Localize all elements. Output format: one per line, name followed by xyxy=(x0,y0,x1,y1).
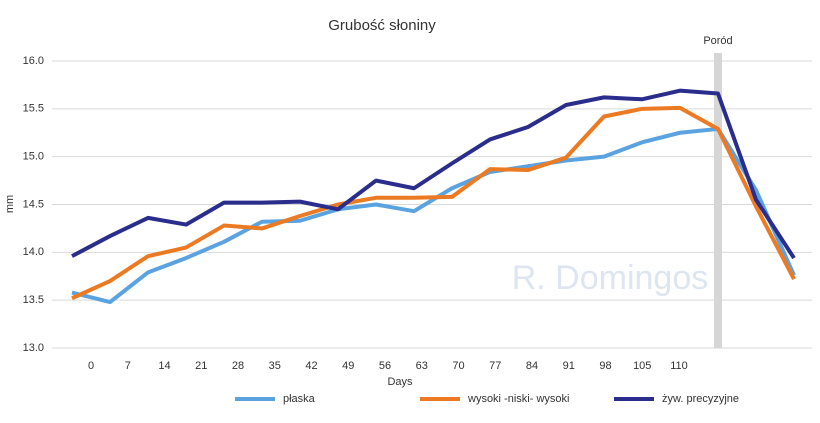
event-band xyxy=(714,53,722,348)
x-tick-label: 21 xyxy=(195,360,207,372)
x-tick-label: 63 xyxy=(416,360,428,372)
chart-title: Grubość słoniny xyxy=(328,17,436,34)
x-tick-label: 110 xyxy=(670,360,688,372)
x-tick-label: 14 xyxy=(158,360,170,372)
x-tick-label: 70 xyxy=(452,360,464,372)
x-tick-label: 49 xyxy=(342,360,354,372)
watermark: R. Domingos xyxy=(512,259,709,297)
y-tick-label: 14.0 xyxy=(23,246,44,258)
x-tick-label: 105 xyxy=(633,360,651,372)
x-tick-label: 77 xyxy=(489,360,501,372)
legend-label: płaska xyxy=(283,393,316,405)
x-tick-label: 7 xyxy=(125,360,131,372)
x-tick-label: 35 xyxy=(269,360,281,372)
x-axis-label: Days xyxy=(387,376,413,388)
y-tick-label: 15.0 xyxy=(23,151,44,163)
x-tick-label: 42 xyxy=(305,360,317,372)
y-tick-label: 13.0 xyxy=(23,342,44,354)
x-tick-label: 56 xyxy=(379,360,391,372)
legend-label: żyw. precyzyjne xyxy=(662,393,739,405)
line xyxy=(71,105,796,301)
line xyxy=(71,88,796,260)
x-tick-label: 28 xyxy=(232,360,244,372)
x-tick-label: 91 xyxy=(563,360,575,372)
legend-label: wysoki -niski- wysoki xyxy=(467,393,569,405)
annotation: Poród xyxy=(703,35,732,47)
y-axis-label: mm xyxy=(4,195,16,213)
y-tick-label: 14.5 xyxy=(23,198,44,210)
y-tick-label: 16.0 xyxy=(23,55,44,67)
x-tick-label: 0 xyxy=(88,360,94,372)
x-tick-label: 98 xyxy=(599,360,611,372)
y-tick-label: 15.5 xyxy=(23,103,44,115)
x-tick-label: 84 xyxy=(526,360,538,372)
y-tick-label: 13.5 xyxy=(23,294,44,306)
line xyxy=(71,126,796,305)
